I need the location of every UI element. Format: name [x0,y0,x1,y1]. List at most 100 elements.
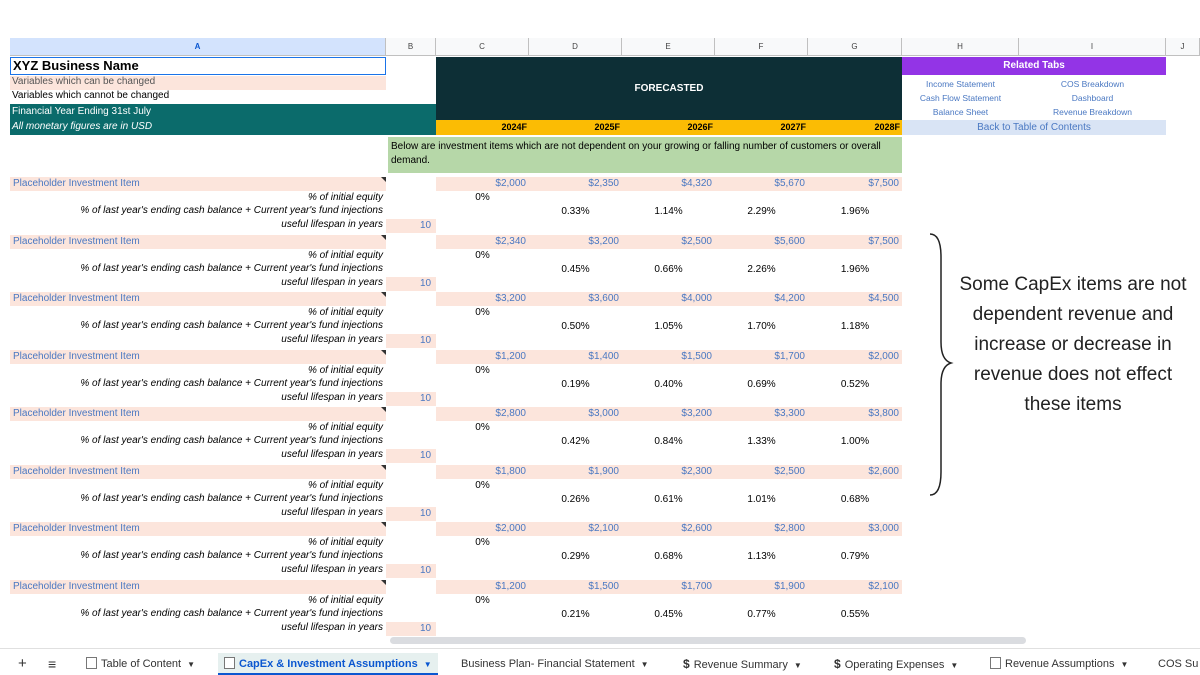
cash-value[interactable]: 0.69% [747,378,776,390]
column-header-G[interactable]: G [808,38,902,56]
sheet-tab-6[interactable]: COS Su [1152,653,1200,675]
related-link-cos-breakdown[interactable]: COS Breakdown [1060,79,1125,89]
related-link-income-statement[interactable]: Income Statement [926,79,995,89]
item-label[interactable]: Placeholder Investment Item [10,522,386,536]
item-amount[interactable]: $5,670 [715,177,808,191]
cash-value[interactable]: 1.05% [654,321,683,332]
cash-value[interactable]: 1.96% [840,263,870,275]
item-label[interactable]: Placeholder Investment Item [10,349,386,364]
item-amount[interactable]: $2,300 [622,464,715,479]
cash-value[interactable]: 1.96% [840,206,870,217]
item-amount[interactable]: $1,200 [436,349,529,364]
year-header-2024F[interactable]: 2024F [436,120,529,135]
cash-value[interactable]: 0.40% [654,378,683,390]
sheet-tab-5[interactable]: Revenue Assumptions ▼ [984,653,1134,675]
cash-value[interactable]: 0.29% [561,551,590,562]
item-amount[interactable]: $2,600 [808,464,902,479]
sheet-tab-0[interactable]: Table of Content ▼ [80,653,201,675]
item-amount[interactable]: $7,500 [808,177,902,191]
sheet-tab-4[interactable]: $ Operating Expenses ▼ [828,653,964,675]
related-link-dashboard[interactable]: Dashboard [1071,93,1114,103]
equity-value[interactable]: 0% [475,594,490,606]
year-header-2025F[interactable]: 2025F [529,120,622,135]
fiscal-year-label[interactable]: Financial Year Ending 31st July [10,104,386,119]
item-amount[interactable]: $3,300 [715,407,808,421]
item-amount[interactable]: $1,500 [622,349,715,364]
cash-value[interactable]: 0.26% [561,493,590,505]
year-header-2028F[interactable]: 2028F [808,120,902,135]
column-header-F[interactable]: F [715,38,808,56]
cash-value[interactable]: 1.14% [654,206,683,217]
legend-fixed[interactable]: Variables which cannot be changed [12,90,170,101]
item-amount[interactable]: $1,700 [622,579,715,594]
column-header-E[interactable]: E [622,38,715,56]
item-amount[interactable]: $2,500 [622,234,715,249]
column-header-J[interactable]: J [1166,38,1200,56]
equity-value[interactable]: 0% [475,364,490,376]
item-amount[interactable]: $3,800 [808,407,902,421]
cash-value[interactable]: 0.33% [561,206,590,217]
column-header-A[interactable]: A [10,38,386,56]
item-label[interactable]: Placeholder Investment Item [10,292,386,306]
life-value[interactable]: 10 [386,219,436,233]
life-value[interactable]: 10 [386,391,436,406]
life-value[interactable]: 10 [386,449,436,463]
item-amount[interactable]: $2,000 [436,177,529,191]
item-amount[interactable]: $3,200 [436,292,529,306]
column-header-H[interactable]: H [902,38,1019,56]
currency-label[interactable]: All monetary figures are in USD [10,119,386,135]
item-amount[interactable]: $4,500 [808,292,902,306]
related-link-cash-flow-statement[interactable]: Cash Flow Statement [919,93,1002,103]
dropdown-arrow-icon[interactable]: ▼ [423,660,432,669]
cash-value[interactable]: 0.52% [840,378,870,390]
dropdown-arrow-icon[interactable]: ▼ [1120,660,1129,669]
item-label[interactable]: Placeholder Investment Item [10,464,386,479]
item-amount[interactable]: $2,000 [808,349,902,364]
life-value[interactable]: 10 [386,621,436,636]
equity-value[interactable]: 0% [475,479,490,491]
item-amount[interactable]: $5,600 [715,234,808,249]
item-amount[interactable]: $1,800 [436,464,529,479]
cash-value[interactable]: 1.00% [840,436,870,447]
item-amount[interactable]: $4,000 [622,292,715,306]
item-amount[interactable]: $3,600 [529,292,622,306]
spreadsheet-grid[interactable]: A B C D E F G H I J XYZ Business Name Variables whi… [10,38,1200,644]
cash-value[interactable]: 0.79% [840,551,870,562]
sheet-tab-1[interactable]: CapEx & Investment Assumptions ▼ [218,653,438,675]
sheet-tab-3[interactable]: $ Revenue Summary ▼ [677,653,808,675]
item-amount[interactable]: $2,600 [622,522,715,536]
cash-value[interactable]: 0.21% [561,608,590,620]
item-amount[interactable]: $3,200 [622,407,715,421]
equity-value[interactable]: 0% [475,307,490,318]
cash-value[interactable]: 0.55% [840,608,870,620]
item-amount[interactable]: $1,700 [715,349,808,364]
year-header-2027F[interactable]: 2027F [715,120,808,135]
all-sheets-menu-icon[interactable]: ≡ [48,656,57,672]
related-link-balance-sheet[interactable]: Balance Sheet [932,107,989,117]
sheet-tab-2[interactable]: Business Plan- Financial Statement ▼ [455,653,655,675]
item-amount[interactable]: $1,200 [436,579,529,594]
column-header-C[interactable]: C [436,38,529,56]
cash-value[interactable]: 0.61% [654,493,683,505]
cash-value[interactable]: 0.77% [747,608,776,620]
item-amount[interactable]: $7,500 [808,234,902,249]
cash-value[interactable]: 1.18% [840,321,870,332]
back-to-toc-link[interactable]: Back to Table of Contents [902,120,1166,135]
life-value[interactable]: 10 [386,334,436,348]
equity-value[interactable]: 0% [475,422,490,433]
cash-value[interactable]: 1.33% [747,436,776,447]
related-link-revenue-breakdown[interactable]: Revenue Breakdown [1053,107,1132,117]
cash-value[interactable]: 1.13% [747,551,776,562]
cash-value[interactable]: 0.68% [654,551,683,562]
item-amount[interactable]: $4,320 [622,177,715,191]
dropdown-arrow-icon[interactable]: ▼ [187,660,196,669]
dropdown-arrow-icon[interactable]: ▼ [640,660,649,669]
life-value[interactable]: 10 [386,564,436,578]
equity-value[interactable]: 0% [475,537,490,548]
cash-value[interactable]: 0.68% [840,493,870,505]
item-amount[interactable]: $2,340 [436,234,529,249]
item-amount[interactable]: $1,900 [715,579,808,594]
cash-value[interactable]: 0.45% [654,608,683,620]
cash-value[interactable]: 2.26% [747,263,776,275]
item-amount[interactable]: $3,200 [529,234,622,249]
